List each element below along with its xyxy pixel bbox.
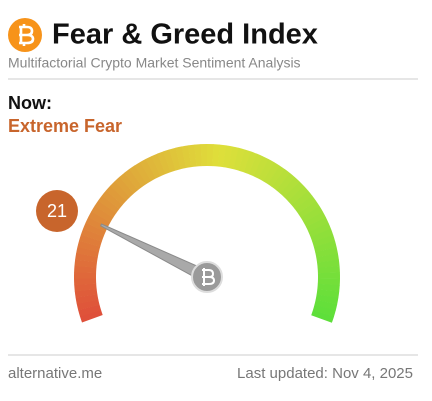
arc-segment — [85, 216, 109, 232]
arc-segment — [114, 176, 135, 198]
subtitle: Multifactorial Crypto Market Sentiment A… — [8, 55, 301, 71]
arc-segment — [75, 294, 99, 305]
source: alternative.me — [8, 365, 102, 382]
arc-segment — [306, 217, 329, 233]
arc-segment — [91, 205, 114, 223]
arc-segment — [139, 158, 157, 182]
arc-segment — [83, 222, 106, 237]
arc-segment — [77, 240, 101, 253]
arc-segment — [98, 195, 120, 214]
arc-segment — [228, 146, 239, 170]
arc-segment — [253, 156, 269, 179]
last-updated: Last updated: Nov 4, 2025 — [237, 365, 413, 382]
arc-segment — [110, 181, 131, 201]
arc-segment — [124, 168, 143, 191]
arc-segment — [163, 149, 176, 173]
gauge-arc — [74, 144, 340, 323]
arc-segment — [297, 200, 320, 219]
arc-segment — [300, 206, 323, 223]
classification: Extreme Fear — [8, 116, 122, 136]
arc-segment — [313, 240, 337, 253]
arc-segment — [222, 145, 233, 169]
value-label: 21 — [47, 201, 67, 221]
arc-segment — [233, 147, 246, 171]
arc-segment — [76, 246, 99, 258]
arc-segment — [217, 144, 227, 168]
arc-segment — [129, 165, 147, 187]
arc-segment — [312, 234, 336, 248]
now-label: Now: — [8, 93, 52, 113]
arc-segment — [134, 161, 152, 184]
arc-segment — [151, 153, 166, 177]
value-badge — [36, 190, 78, 232]
arc-segment — [262, 162, 280, 185]
arc-segment — [76, 299, 100, 311]
arc-segment — [119, 172, 139, 194]
arc-segment — [311, 309, 335, 323]
arc-segment — [169, 147, 181, 171]
arc-segment — [284, 181, 305, 202]
arc-segment — [243, 151, 258, 175]
arc-segment — [315, 247, 338, 258]
arc-segment — [258, 159, 275, 182]
arc-segment — [276, 172, 295, 194]
arc-segment — [187, 144, 197, 168]
arc-segment — [94, 200, 117, 218]
arc-segment — [317, 259, 340, 269]
arc-segment — [80, 228, 104, 242]
hub-glyph — [202, 268, 216, 286]
arc-segment — [315, 294, 339, 305]
arc-segment — [181, 145, 192, 169]
arc-segment — [74, 283, 97, 292]
arc-segment — [312, 304, 336, 317]
arc-segment — [79, 309, 103, 323]
arc-segment — [175, 146, 187, 170]
arc-segment — [291, 190, 313, 210]
bitcoin-logo — [8, 18, 42, 52]
arc-segment — [314, 299, 338, 311]
arc-segment — [317, 283, 340, 292]
arc-segment — [101, 190, 123, 210]
arc-segment — [88, 211, 111, 228]
arc-segment — [78, 234, 102, 247]
arc-segment — [280, 177, 300, 198]
arc-segment — [294, 195, 317, 214]
arc-segment — [316, 253, 339, 263]
arc-segment — [308, 222, 332, 238]
logo-glyph — [19, 24, 35, 46]
arc-segment — [75, 253, 98, 263]
arc-segment — [287, 185, 309, 206]
arc-segment — [316, 289, 340, 299]
title: Fear & Greed Index — [52, 19, 318, 51]
arc-segment — [310, 228, 334, 243]
arc-segment — [238, 149, 252, 173]
arc-segment — [271, 169, 291, 191]
arc-segment — [105, 185, 127, 205]
arc-segment — [157, 151, 171, 175]
arc-segment — [267, 165, 285, 188]
arc-segment — [248, 153, 263, 177]
arc-segment — [74, 288, 98, 298]
arc-segment — [74, 259, 97, 268]
arc-segment — [145, 156, 161, 179]
arc-segment — [78, 304, 102, 317]
arc-segment — [303, 211, 326, 228]
